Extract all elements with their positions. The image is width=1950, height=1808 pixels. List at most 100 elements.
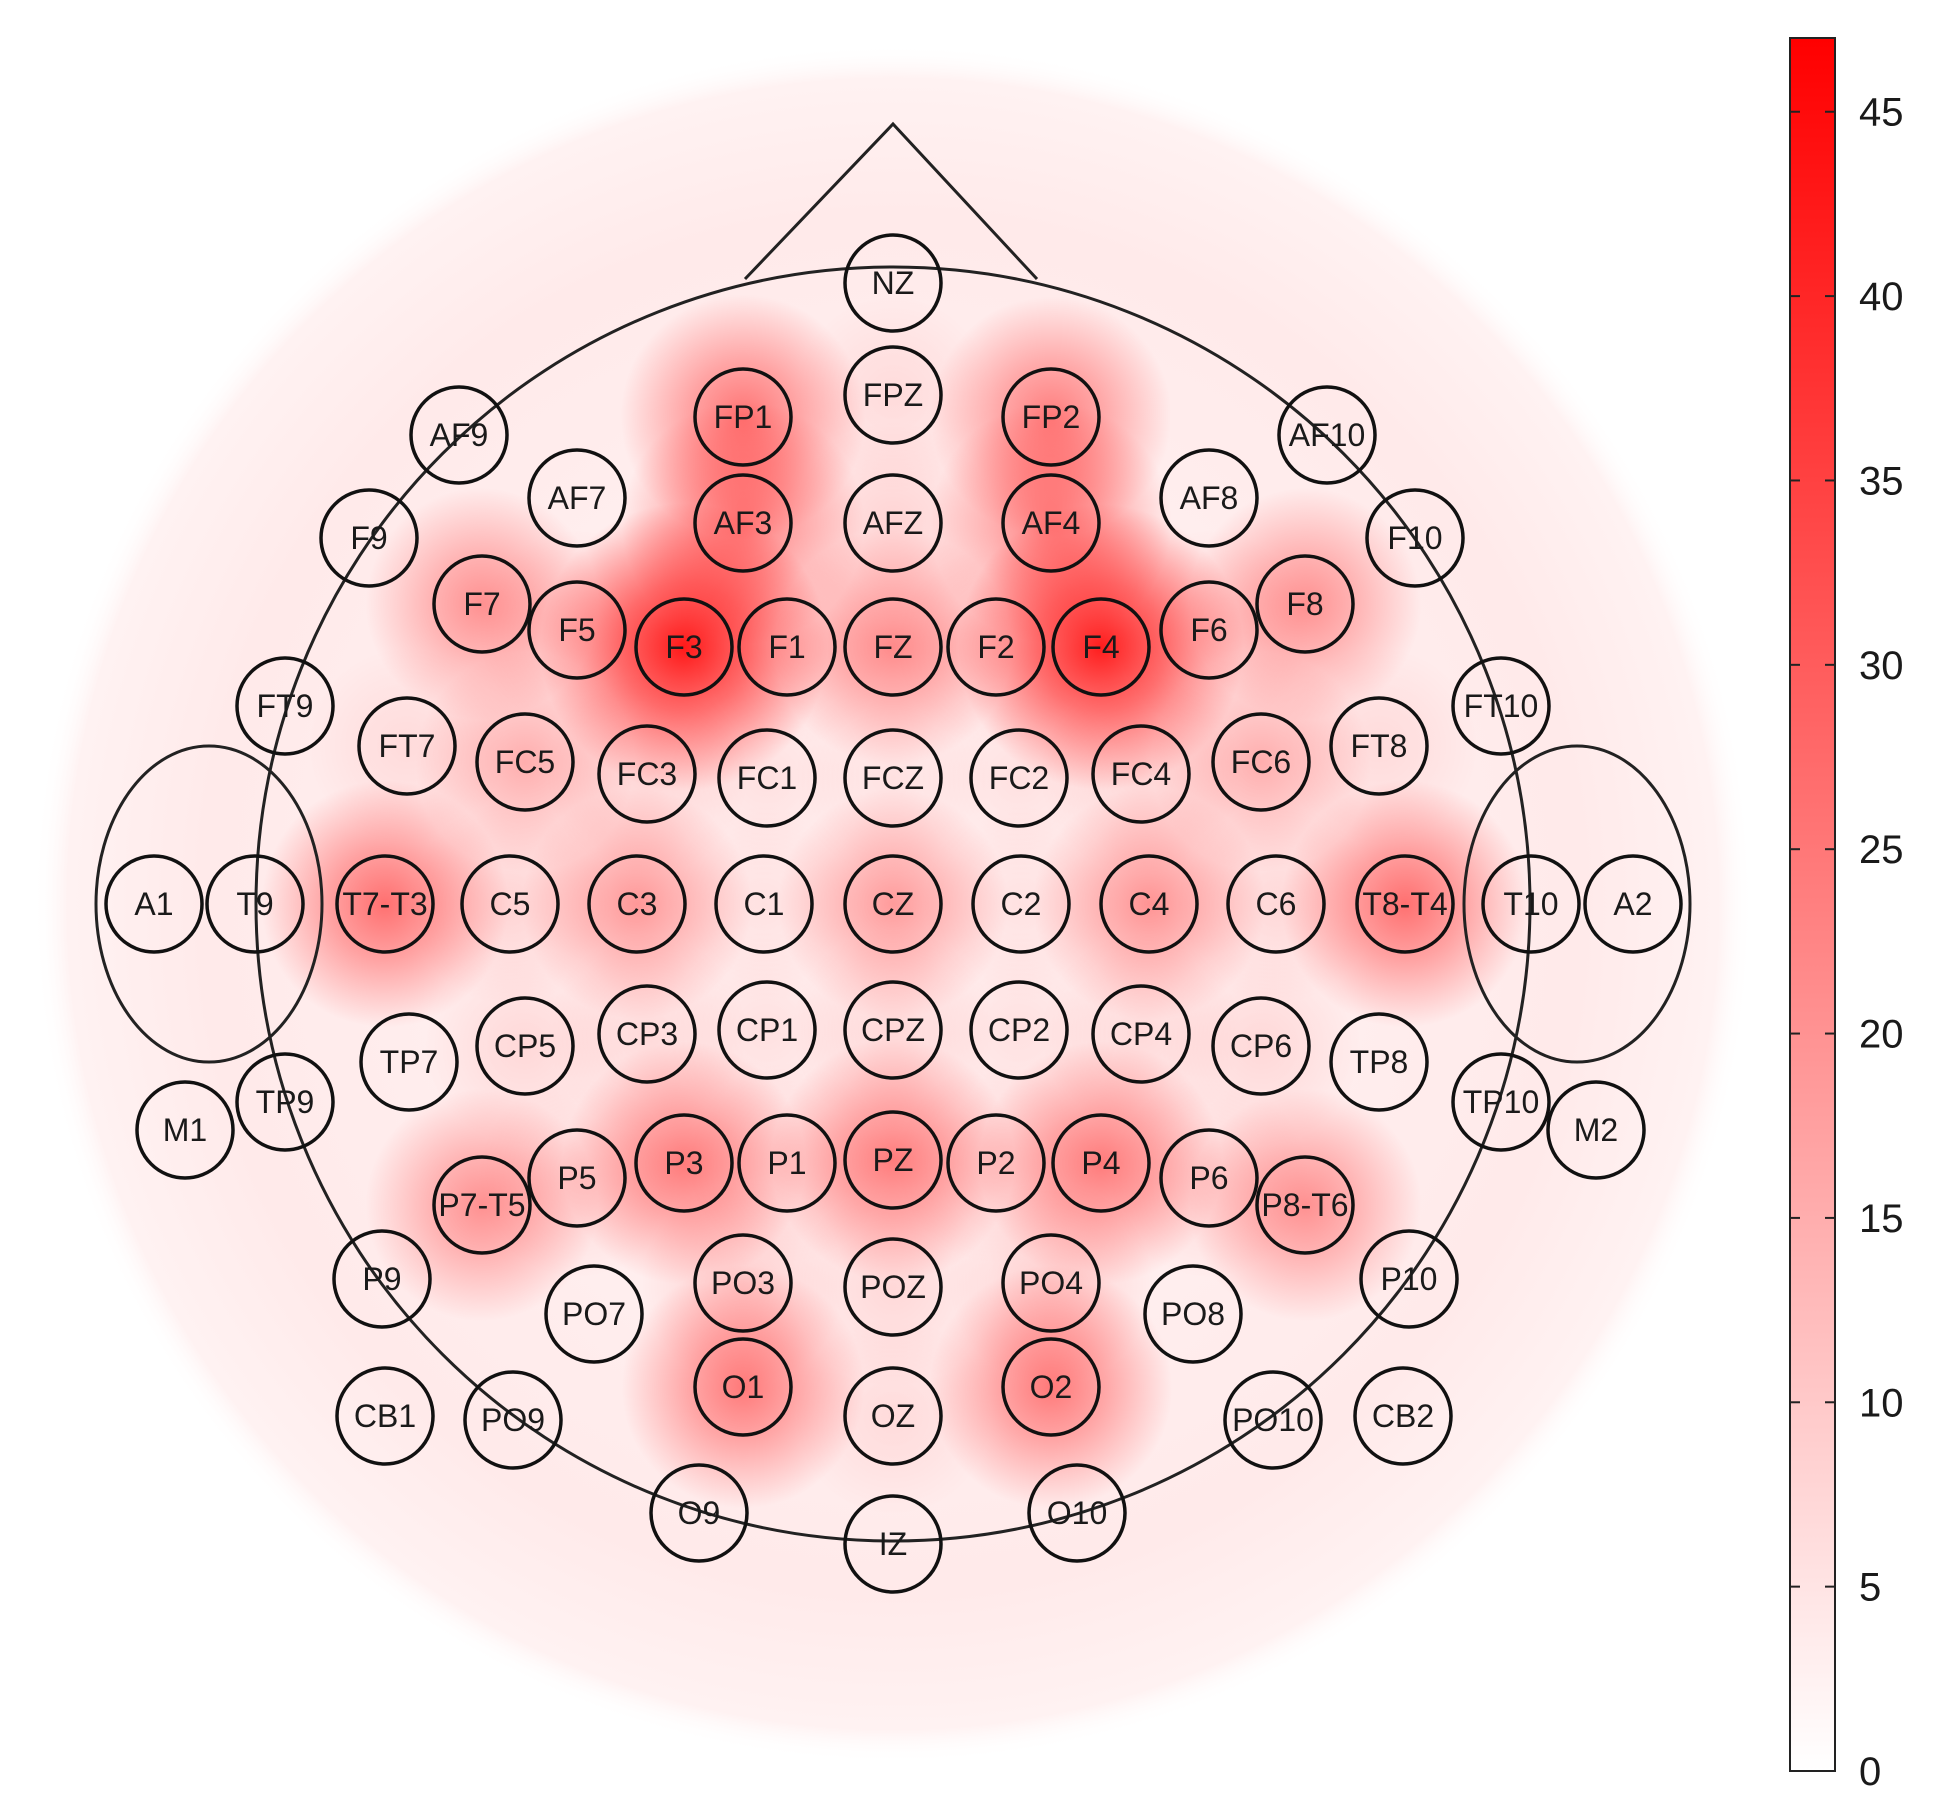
electrode-label: F3 <box>665 629 702 665</box>
electrode-label: PO9 <box>481 1402 545 1438</box>
electrode-ft10: FT10 <box>1451 656 1551 756</box>
electrode-label: P8-T6 <box>1261 1187 1348 1223</box>
electrode-fc1: FC1 <box>717 728 817 828</box>
electrode-circle <box>843 597 943 697</box>
electrode-label: FCZ <box>862 760 924 796</box>
electrode-m2: M2 <box>1546 1080 1646 1180</box>
electrode-cp2: CP2 <box>969 980 1069 1080</box>
electrode-ft9: FT9 <box>235 656 335 756</box>
electrode-circle <box>104 854 204 954</box>
electrode-c4: C4 <box>1099 854 1199 954</box>
electrode-circle <box>1159 448 1259 548</box>
electrode-circle <box>1255 1155 1355 1255</box>
electrode-label: CB2 <box>1372 1398 1434 1434</box>
electrode-circle <box>1255 554 1355 654</box>
electrode-label: C4 <box>1129 886 1170 922</box>
electrode-circle <box>319 488 419 588</box>
electrode-circle <box>475 996 575 1096</box>
electrode-circle <box>634 597 734 697</box>
electrode-circle <box>946 1113 1046 1213</box>
electrode-cb1: CB1 <box>335 1366 435 1466</box>
electrode-f3: F3 <box>634 597 734 697</box>
electrode-po10: PO10 <box>1223 1370 1323 1470</box>
electrode-circle <box>1355 854 1455 954</box>
electrode-p6: P6 <box>1159 1128 1259 1228</box>
electrode-label: P7-T5 <box>438 1187 525 1223</box>
electrode-label: F2 <box>977 629 1014 665</box>
electrode-f2: F2 <box>946 597 1046 697</box>
electrode-t8-t4: T8-T4 <box>1355 854 1455 954</box>
electrode-label: F4 <box>1082 629 1119 665</box>
electrode-f10: F10 <box>1365 488 1465 588</box>
head-outline <box>94 121 1692 1543</box>
electrode-t10: T10 <box>1481 854 1581 954</box>
electrode-circle <box>527 448 627 548</box>
electrode-label: AF9 <box>430 417 489 453</box>
electrode-af7: AF7 <box>527 448 627 548</box>
electrode-circle <box>946 597 1046 697</box>
electrode-label: F10 <box>1387 520 1442 556</box>
electrode-label: CB1 <box>354 1398 416 1434</box>
electrode-circle <box>335 854 435 954</box>
colorbar-tick-label: 45 <box>1859 91 1904 135</box>
electrode-af9: AF9 <box>409 385 509 485</box>
electrode-circle <box>1211 996 1311 1096</box>
electrode-label: CPZ <box>861 1012 925 1048</box>
electrode-circle <box>1451 656 1551 756</box>
electrode-circle <box>1099 854 1199 954</box>
electrode-label: CZ <box>872 886 915 922</box>
electrode-f1: F1 <box>737 597 837 697</box>
electrode-circle <box>597 724 697 824</box>
electrode-label: F6 <box>1190 612 1227 648</box>
electrode-label: CP2 <box>988 1012 1050 1048</box>
electrode-circle <box>1051 1113 1151 1213</box>
electrode-label: FC6 <box>1231 744 1291 780</box>
electrode-label: NZ <box>872 265 915 301</box>
electrode-f9: F9 <box>319 488 419 588</box>
electrode-circle <box>717 728 817 828</box>
electrode-label: T10 <box>1503 886 1558 922</box>
electrode-circle <box>587 854 687 954</box>
electrode-af3: AF3 <box>693 473 793 573</box>
electrode-label: FC4 <box>1111 756 1171 792</box>
electrode-label: TP9 <box>256 1084 315 1120</box>
electrode-circle <box>843 473 943 573</box>
electrode-c5: C5 <box>460 854 560 954</box>
electrode-circle <box>843 1494 943 1594</box>
electrode-label: M2 <box>1574 1112 1618 1148</box>
electrode-circle <box>1546 1080 1646 1180</box>
electrode-circle <box>649 1463 749 1563</box>
electrode-label: OZ <box>871 1398 915 1434</box>
electrode-o9: O9 <box>649 1463 749 1563</box>
colorbar-tick-label: 30 <box>1859 644 1904 688</box>
electrode-ft7: FT7 <box>357 696 457 796</box>
electrode-label: F8 <box>1286 586 1323 622</box>
electrode-circle <box>1001 473 1101 573</box>
electrode-label: FT7 <box>379 728 436 764</box>
electrode-label: TP8 <box>1350 1044 1409 1080</box>
electrode-circle <box>737 597 837 697</box>
electrode-o10: O10 <box>1027 1463 1127 1563</box>
electrode-label: P5 <box>557 1160 596 1196</box>
electrode-circle <box>205 854 305 954</box>
electrode-fc5: FC5 <box>475 712 575 812</box>
electrode-pz: PZ <box>843 1110 943 1210</box>
electrode-p5: P5 <box>527 1128 627 1228</box>
electrode-circle <box>1027 1463 1127 1563</box>
electrode-cp6: CP6 <box>1211 996 1311 1096</box>
electrode-cb2: CB2 <box>1353 1366 1453 1466</box>
electrode-label: PO3 <box>711 1265 775 1301</box>
heat-blob-o2 <box>929 1265 1173 1509</box>
electrode-afz: AFZ <box>843 473 943 573</box>
electrode-label: C1 <box>744 886 785 922</box>
electrode-label: FP1 <box>714 399 773 435</box>
electrode-cz: CZ <box>843 854 943 954</box>
electrode-circle <box>737 1113 837 1213</box>
electrode-circle <box>1365 488 1465 588</box>
electrode-label: AF8 <box>1180 480 1239 516</box>
electrode-poz: POZ <box>843 1237 943 1337</box>
electrode-label: T8-T4 <box>1362 886 1447 922</box>
electrode-label: FZ <box>873 629 912 665</box>
electrode-label: A2 <box>1613 886 1652 922</box>
electrode-label: O1 <box>722 1369 765 1405</box>
